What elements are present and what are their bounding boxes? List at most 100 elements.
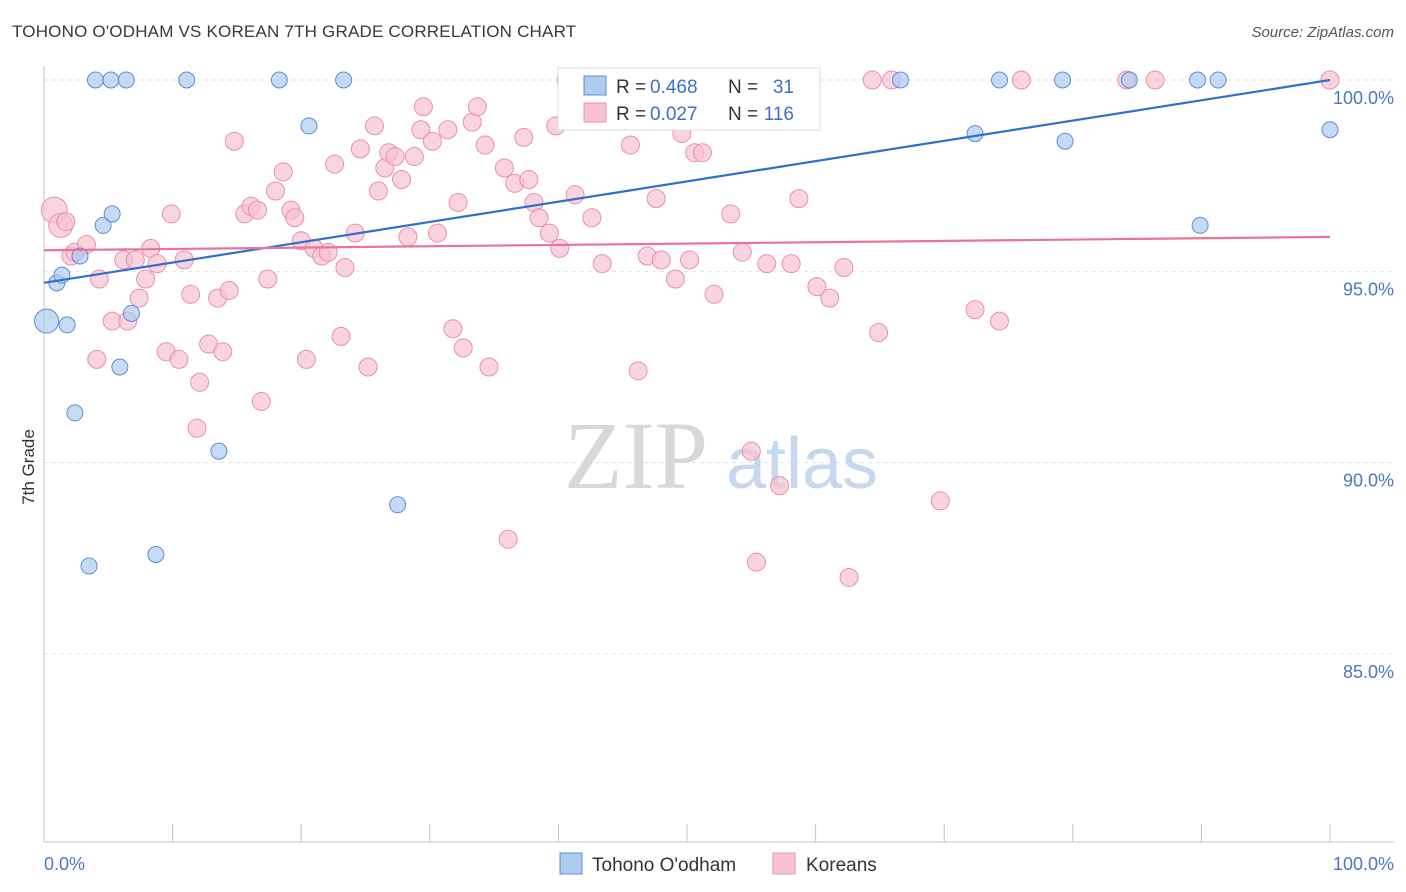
korean-point-60 [438, 120, 458, 140]
korean-point-12 [129, 288, 149, 308]
tohono-point-26 [1056, 132, 1074, 150]
watermark-atlas: atlas [726, 424, 878, 504]
korean-point-94 [721, 204, 741, 224]
korean-point-33 [265, 181, 285, 201]
tohono-point-17 [270, 71, 288, 89]
y-tick-label-0: 100.0% [1333, 88, 1394, 108]
korean-point-107 [862, 70, 882, 90]
legend-r-value-1: 0.468 [650, 77, 698, 98]
korean-point-36 [285, 208, 305, 228]
axes [43, 66, 1394, 843]
legend-r-label-1: R = [616, 77, 646, 98]
korean-point-58 [422, 131, 442, 151]
watermark: ZIP atlas [564, 402, 878, 509]
korean-point-75 [539, 223, 559, 243]
koreans-points [40, 70, 1340, 587]
tohono-point-12 [117, 71, 135, 89]
korean-point-99 [770, 476, 790, 496]
tohono-point-3 [58, 316, 76, 334]
legend-n-label-2: N = [728, 104, 758, 125]
korean-point-31 [251, 391, 271, 411]
tohono-point-7 [86, 71, 104, 89]
korean-point-47 [358, 357, 378, 377]
korean-point-56 [411, 120, 431, 140]
korean-point-22 [190, 372, 210, 392]
korean-point-43 [331, 326, 351, 346]
korean-point-61 [443, 319, 463, 339]
source-label: Source: ZipAtlas.com [1251, 24, 1394, 41]
korean-point-41 [318, 242, 338, 262]
bottom-legend-label-koreans: Koreans [806, 855, 877, 876]
korean-point-104 [834, 258, 854, 278]
korean-point-110 [965, 300, 985, 320]
tohono-point-8 [94, 216, 112, 234]
koreans-trend-line [43, 235, 1331, 252]
tohono-point-11 [111, 358, 129, 376]
korean-point-46 [350, 139, 370, 159]
tohono-point-18 [300, 117, 318, 135]
gridlines [44, 79, 1394, 655]
korean-point-11 [125, 250, 145, 270]
legend-swatch-blue [583, 75, 607, 96]
korean-point-13 [136, 269, 156, 289]
legend-box: R = 0.468 N = 31 R = 0.027 N = 116 [557, 67, 821, 131]
legend-n-value-1: 31 [773, 77, 794, 98]
korean-point-103 [820, 288, 840, 308]
bottom-legend: Tohono O'odham Koreans [559, 852, 877, 876]
y-axis-title: 7th Grade [19, 429, 38, 505]
tohono-point-10 [103, 205, 121, 223]
y-tick-labels: 100.0% 95.0% 90.0% 85.0% [1333, 88, 1394, 682]
korean-point-92 [692, 143, 712, 163]
korean-point-20 [181, 284, 201, 304]
tohono-point-6 [80, 557, 98, 575]
korean-point-63 [453, 338, 473, 358]
legend-n-label-1: N = [728, 77, 758, 98]
korean-point-52 [385, 147, 405, 167]
korean-point-49 [368, 181, 388, 201]
korean-point-44 [335, 258, 355, 278]
bottom-legend-label-tohono: Tohono O'odham [592, 855, 736, 876]
korean-point-77 [550, 238, 570, 258]
korean-point-86 [646, 189, 666, 209]
tohono-point-22 [891, 71, 909, 89]
korean-point-67 [479, 357, 499, 377]
legend-r-label-2: R = [616, 104, 646, 125]
bottom-legend-swatch-pink [772, 852, 796, 875]
korean-point-106 [869, 323, 889, 343]
korean-point-96 [741, 441, 761, 461]
korean-point-38 [296, 349, 316, 369]
tohono-point-5 [71, 247, 89, 265]
korean-point-98 [757, 254, 777, 274]
korean-point-27 [224, 131, 244, 151]
korean-point-65 [467, 97, 487, 117]
legend-swatch-pink [583, 102, 607, 123]
tohono-point-28 [1189, 71, 1207, 89]
korean-point-26 [219, 280, 239, 300]
tohono-point-14 [147, 546, 165, 564]
korean-point-42 [325, 154, 345, 174]
chart-title: TOHONO O'ODHAM VS KOREAN 7TH GRADE CORRE… [12, 22, 577, 41]
tohono-point-27 [1120, 71, 1138, 89]
tohono-point-15 [178, 71, 196, 89]
korean-point-95 [732, 242, 752, 262]
korean-point-90 [680, 250, 700, 270]
tohono-point-29 [1191, 216, 1209, 234]
tohono-point-4 [66, 404, 84, 422]
y-tick-label-2: 90.0% [1343, 471, 1394, 491]
korean-point-109 [930, 491, 950, 511]
korean-point-48 [365, 116, 385, 136]
korean-point-21 [187, 418, 207, 438]
korean-point-102 [807, 277, 827, 297]
bottom-legend-swatch-blue [559, 852, 583, 875]
trend-lines [43, 78, 1331, 284]
tohono-point-13 [122, 304, 140, 322]
korean-point-100 [781, 254, 801, 274]
korean-point-18 [169, 349, 189, 369]
y-tick-label-3: 85.0% [1343, 662, 1394, 682]
korean-point-105 [839, 567, 859, 587]
korean-point-71 [514, 127, 534, 147]
korean-point-57 [413, 97, 433, 117]
x-tick-label-max: 100.0% [1333, 854, 1394, 874]
tohono-point-25 [1054, 71, 1072, 89]
korean-point-17 [161, 204, 181, 224]
